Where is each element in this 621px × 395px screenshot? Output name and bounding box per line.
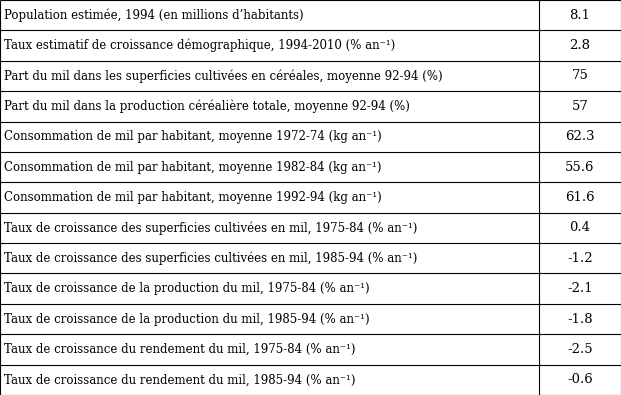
Text: Taux de croissance du rendement du mil, 1985-94 (% an⁻¹): Taux de croissance du rendement du mil, … (4, 373, 355, 386)
Text: -0.6: -0.6 (567, 373, 593, 386)
Text: Taux de croissance du rendement du mil, 1975-84 (% an⁻¹): Taux de croissance du rendement du mil, … (4, 343, 355, 356)
Text: 8.1: 8.1 (569, 9, 591, 22)
Text: 61.6: 61.6 (565, 191, 595, 204)
Text: Taux de croissance de la production du mil, 1975-84 (% an⁻¹): Taux de croissance de la production du m… (4, 282, 369, 295)
Text: -2.1: -2.1 (567, 282, 593, 295)
Text: Consommation de mil par habitant, moyenne 1982-84 (kg an⁻¹): Consommation de mil par habitant, moyenn… (4, 161, 381, 174)
Text: -1.8: -1.8 (567, 312, 593, 325)
Text: Taux estimatif de croissance démographique, 1994-2010 (% an⁻¹): Taux estimatif de croissance démographiq… (4, 39, 395, 52)
Text: Population estimée, 1994 (en millions d’habitants): Population estimée, 1994 (en millions d’… (4, 8, 303, 22)
Text: Part du mil dans les superficies cultivées en céréales, moyenne 92-94 (%): Part du mil dans les superficies cultivé… (4, 69, 442, 83)
Text: 55.6: 55.6 (565, 161, 595, 174)
Text: 57: 57 (571, 100, 589, 113)
Text: 0.4: 0.4 (569, 221, 591, 234)
Text: -1.2: -1.2 (567, 252, 593, 265)
Text: Part du mil dans la production céréalière totale, moyenne 92-94 (%): Part du mil dans la production céréalièr… (4, 100, 410, 113)
Text: 2.8: 2.8 (569, 39, 591, 52)
Text: Consommation de mil par habitant, moyenne 1992-94 (kg an⁻¹): Consommation de mil par habitant, moyenn… (4, 191, 381, 204)
Text: -2.5: -2.5 (567, 343, 593, 356)
Text: 62.3: 62.3 (565, 130, 595, 143)
Text: 75: 75 (571, 70, 589, 83)
Text: Taux de croissance des superficies cultivées en mil, 1975-84 (% an⁻¹): Taux de croissance des superficies culti… (4, 221, 417, 235)
Text: Consommation de mil par habitant, moyenne 1972-74 (kg an⁻¹): Consommation de mil par habitant, moyenn… (4, 130, 381, 143)
Text: Taux de croissance de la production du mil, 1985-94 (% an⁻¹): Taux de croissance de la production du m… (4, 312, 369, 325)
Text: Taux de croissance des superficies cultivées en mil, 1985-94 (% an⁻¹): Taux de croissance des superficies culti… (4, 252, 417, 265)
